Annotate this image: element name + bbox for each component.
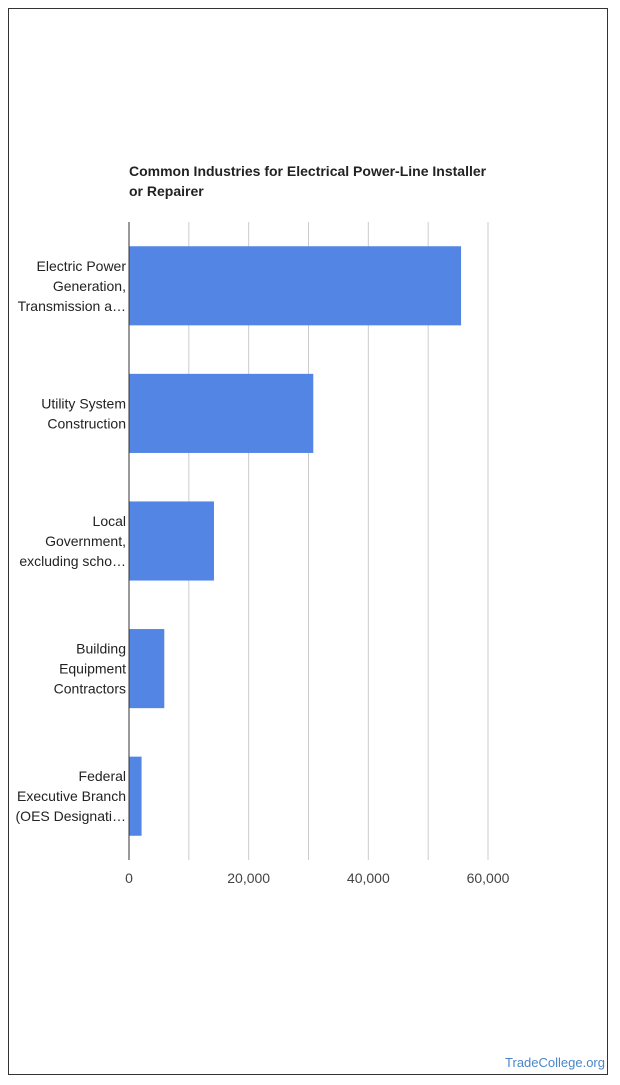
- chart-title: Common Industries for Electrical Power-L…: [129, 161, 509, 201]
- category-label-line: Building: [76, 641, 126, 657]
- chart-title-line-2: or Repairer: [129, 183, 204, 199]
- bar-3: [129, 501, 214, 581]
- watermark-link[interactable]: TradeCollege.org: [505, 1055, 605, 1070]
- bar-5: [129, 756, 142, 836]
- x-tick-label: 60,000: [467, 870, 510, 886]
- bar-2: [129, 373, 314, 453]
- category-label-line: Contractors: [54, 681, 126, 697]
- category-label-4: Building Equipment Contractors: [54, 641, 126, 697]
- category-label-5: Federal Executive Branch (OES Designati…: [16, 768, 126, 824]
- category-label-2: Utility System Construction: [41, 395, 126, 431]
- category-label-line: Local: [93, 513, 126, 529]
- category-label-line: Electric Power: [37, 258, 127, 274]
- category-label-line: Utility System: [41, 395, 126, 411]
- category-label-line: Transmission a…: [18, 298, 126, 314]
- x-tick-label: 40,000: [347, 870, 390, 886]
- category-label-line: Executive Branch: [17, 788, 126, 804]
- category-label-line: Equipment: [59, 661, 126, 677]
- category-label-line: Government,: [45, 533, 126, 549]
- x-tick-label: 20,000: [227, 870, 270, 886]
- bar-4: [129, 629, 165, 709]
- category-label-line: excluding scho…: [19, 553, 126, 569]
- category-label-line: (OES Designati…: [16, 808, 126, 824]
- category-label-line: Construction: [47, 415, 126, 431]
- category-label-3: Local Government, excluding scho…: [19, 513, 126, 569]
- chart-title-line-1: Common Industries for Electrical Power-L…: [129, 163, 487, 179]
- x-tick-label: 0: [125, 870, 133, 886]
- category-label-line: Generation,: [53, 278, 126, 294]
- category-label-line: Federal: [79, 768, 126, 784]
- bar-1: [129, 246, 462, 326]
- category-label-1: Electric Power Generation, Transmission a…: [18, 258, 127, 314]
